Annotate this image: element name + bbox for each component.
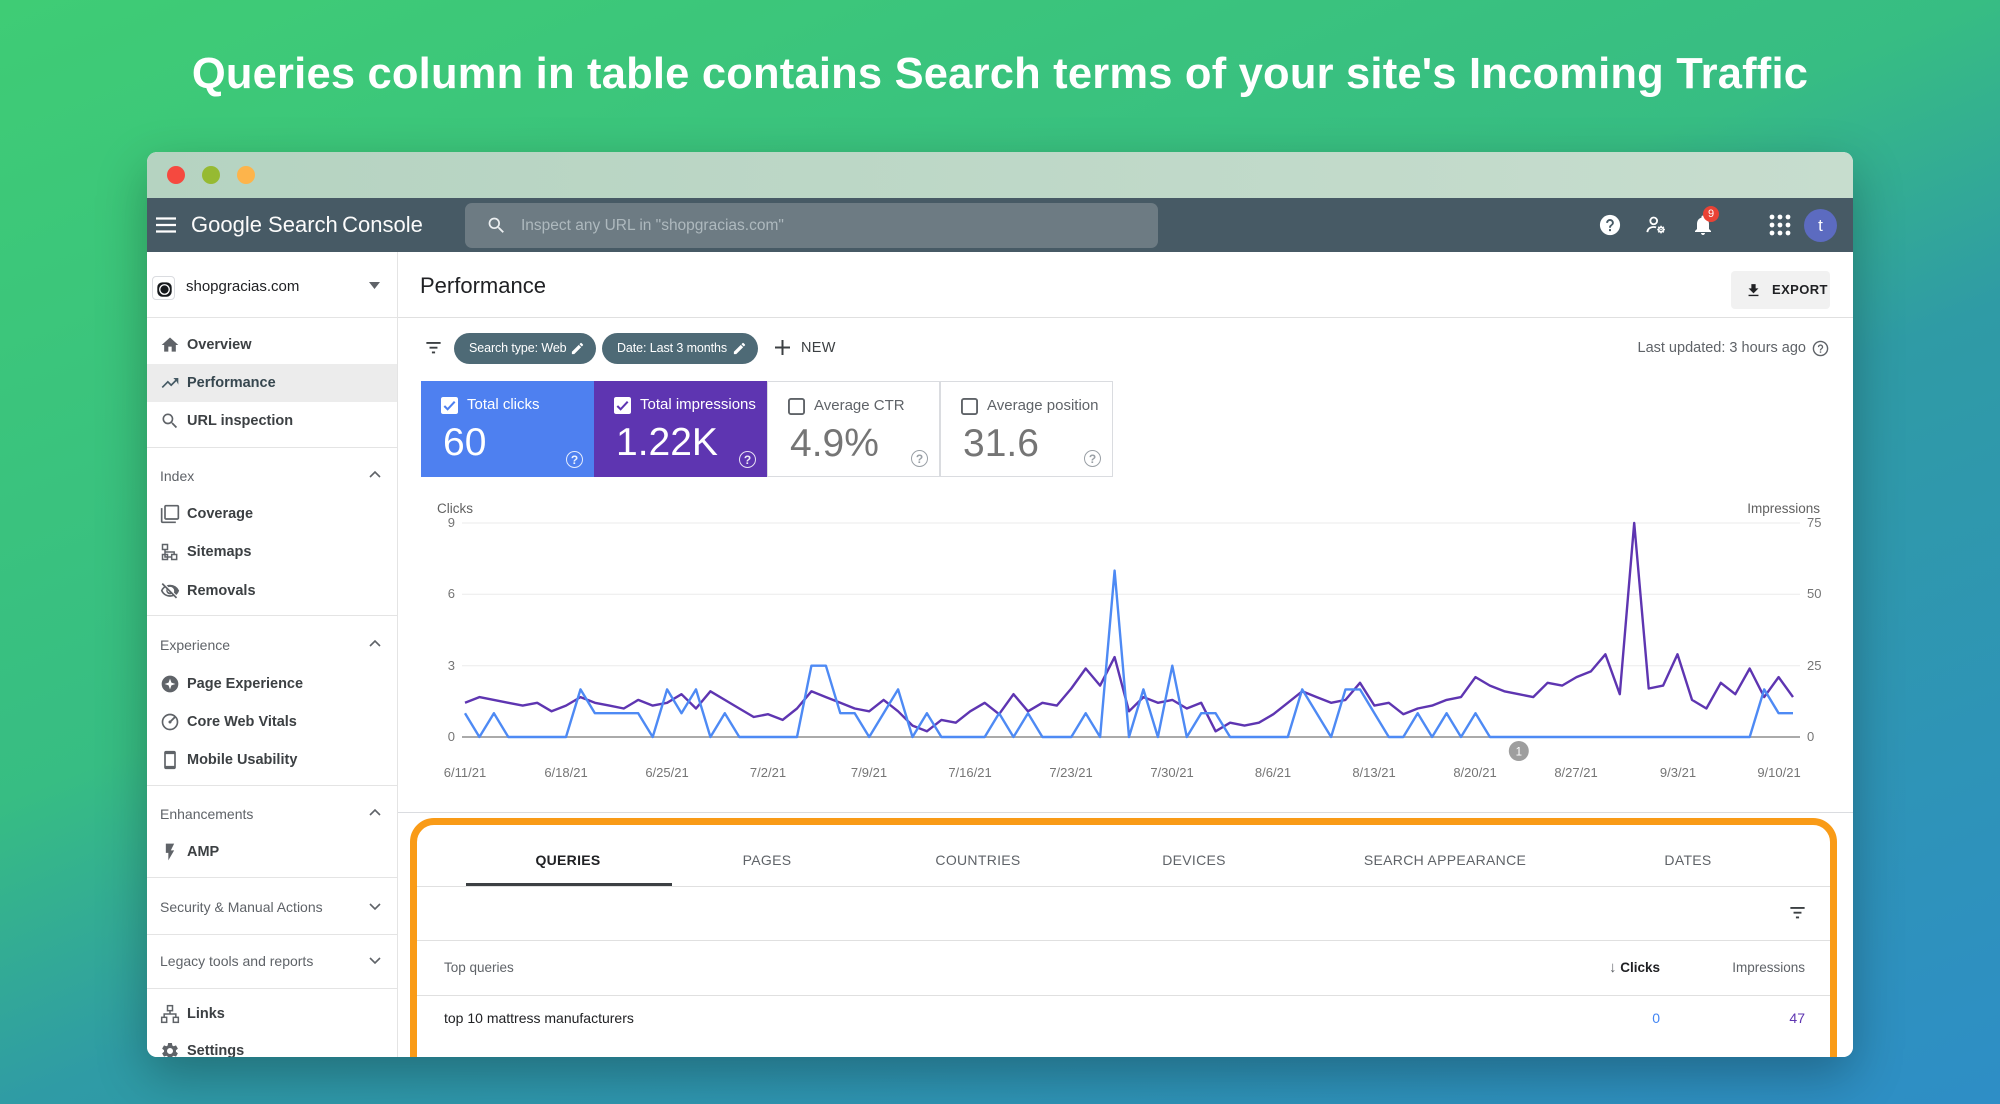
- svg-text:7/30/21: 7/30/21: [1150, 765, 1193, 780]
- svg-text:0: 0: [448, 729, 455, 744]
- svg-text:7/16/21: 7/16/21: [948, 765, 991, 780]
- svg-text:6/11/21: 6/11/21: [444, 765, 486, 780]
- svg-text:3: 3: [448, 658, 455, 673]
- svg-text:8/27/21: 8/27/21: [1554, 765, 1597, 780]
- svg-text:50: 50: [1807, 586, 1821, 601]
- svg-text:8/6/21: 8/6/21: [1255, 765, 1291, 780]
- svg-text:1: 1: [1516, 747, 1522, 759]
- svg-text:9: 9: [448, 515, 455, 530]
- svg-text:25: 25: [1807, 658, 1821, 673]
- svg-text:8/13/21: 8/13/21: [1352, 765, 1395, 780]
- svg-text:9/10/21: 9/10/21: [1757, 765, 1800, 780]
- svg-text:7/2/21: 7/2/21: [750, 765, 786, 780]
- svg-text:Impressions: Impressions: [1747, 501, 1820, 516]
- svg-text:6/25/21: 6/25/21: [645, 765, 688, 780]
- svg-text:7/23/21: 7/23/21: [1049, 765, 1092, 780]
- svg-text:8/20/21: 8/20/21: [1453, 765, 1496, 780]
- svg-text:7/9/21: 7/9/21: [851, 765, 887, 780]
- svg-text:6/18/21: 6/18/21: [544, 765, 587, 780]
- svg-text:Clicks: Clicks: [437, 501, 473, 516]
- svg-text:0: 0: [1807, 729, 1814, 744]
- svg-text:9/3/21: 9/3/21: [1660, 765, 1696, 780]
- svg-text:75: 75: [1807, 515, 1821, 530]
- svg-text:6: 6: [448, 586, 455, 601]
